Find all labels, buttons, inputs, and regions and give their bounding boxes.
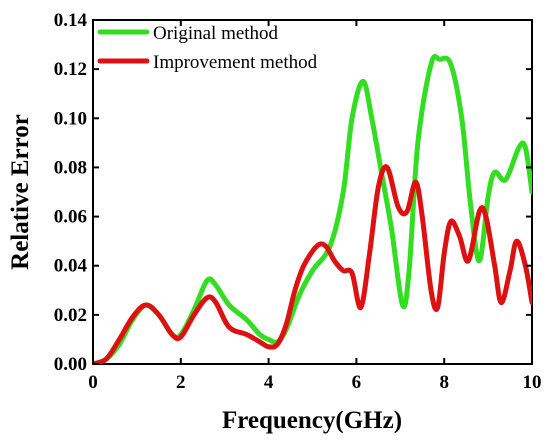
series-line-improvement-method [93,164,532,364]
x-axis-title: Frequency(GHz) [222,407,402,434]
legend: Original method Improvement method [97,23,318,73]
legend-label-original: Original method [153,23,279,44]
plot-area [92,19,533,365]
y-tick-label: 0.06 [54,207,87,228]
y-tick-label: 0.14 [54,10,88,31]
x-tick-label: 6 [352,372,362,393]
legend-label-improvement: Improvement method [153,52,318,73]
x-tick-label: 4 [264,372,274,393]
y-tick-label: 0.10 [54,108,87,129]
x-tick-label: 10 [523,372,542,393]
x-tick-label: 2 [176,372,186,393]
y-tick-label: 0.00 [54,354,87,375]
y-tick-label: 0.12 [54,59,87,80]
y-tick-label: 0.04 [54,256,88,277]
y-tick-label: 0.02 [54,305,87,326]
x-tick-label: 0 [88,372,98,393]
x-tick-label: 8 [439,372,449,393]
y-tick-label: 0.08 [54,157,87,178]
y-axis-title: Relative Error [7,114,34,270]
